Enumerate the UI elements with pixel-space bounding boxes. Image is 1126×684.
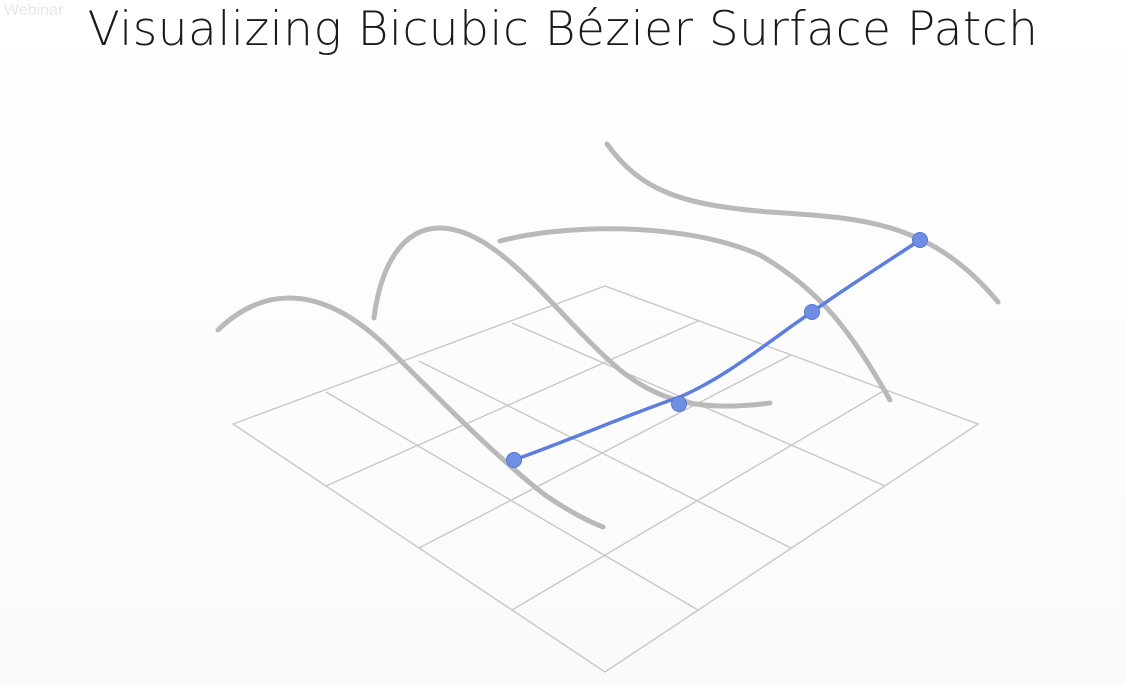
grid-line: [325, 320, 699, 487]
grid-line: [418, 354, 792, 549]
row-curves: [215, 141, 1001, 530]
grid-line: [418, 360, 792, 549]
control-point: [506, 452, 522, 468]
row-curve-4: [604, 141, 1001, 305]
watermark-logo: Webinar: [4, 2, 64, 19]
highlight-curve: [512, 238, 922, 462]
parameter-grid: [231, 285, 980, 673]
row-curve-1: [215, 295, 606, 530]
grid-line: [325, 391, 699, 611]
grid-line: [511, 389, 886, 611]
row-curve-3: [497, 226, 893, 403]
control-point: [912, 232, 928, 248]
slide-title: Visualizing Bicubic Bézier Surface Patch: [87, 2, 1039, 57]
control-point: [671, 396, 687, 412]
control-point: [804, 304, 820, 320]
control-points: [506, 232, 928, 468]
grid-border: [231, 285, 980, 673]
